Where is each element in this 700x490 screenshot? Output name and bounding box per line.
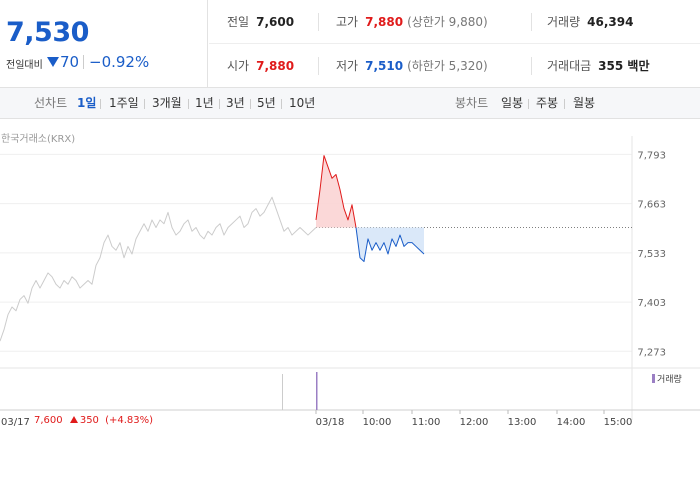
series-area-fill (316, 155, 356, 228)
tab-monthly[interactable]: 월봉 (573, 96, 596, 110)
volume-bar (282, 374, 283, 410)
tab-3y[interactable]: 3년 (226, 96, 245, 110)
divider (281, 99, 282, 109)
y-tick-label: 7,273 (637, 347, 666, 358)
divider (528, 99, 529, 109)
low-stat: 저가 7,510 (하한가 5,320) (336, 44, 488, 88)
quote-header: 7,530 전일대비 70 −0.92% 전일 7,600 고가 7,880 (상한가… (0, 0, 700, 88)
up-triangle-icon (69, 416, 78, 423)
prev-day-change-pct: (+4.83%) (105, 415, 154, 426)
x-tick-label: 15:00 (604, 417, 633, 428)
volume-stat: 거래량 46,394 (547, 0, 633, 44)
change-percent: −0.92% (89, 53, 150, 71)
period-tabs: 선차트 1일 1주일 3개월 1년 3년 5년 10년 봉차트 일봉 주봉 월봉 (0, 88, 700, 119)
tab-10y[interactable]: 10년 (289, 96, 316, 110)
open-value: 7,880 (256, 59, 295, 73)
prev-close-stat: 전일 7,600 (227, 0, 294, 44)
volume-legend-label: 거래량 (657, 375, 682, 385)
low-value: 7,510 (365, 59, 404, 73)
down-arrow-icon (47, 57, 59, 67)
divider (188, 99, 189, 109)
change-label: 전일대비 (6, 60, 43, 71)
prev-close-label: 전일 (227, 15, 250, 29)
stats-row-2: 시가 7,880 저가 7,510 (하한가 5,320) 거래대금 355 백만 (209, 44, 700, 88)
tab-1w[interactable]: 1주일 (109, 96, 139, 110)
divider (83, 55, 84, 69)
divider (531, 13, 532, 31)
tab-5y[interactable]: 5년 (257, 96, 276, 110)
x-tick-label: 14:00 (557, 417, 586, 428)
stats-row-1: 전일 7,600 고가 7,880 (상한가 9,880) 거래량 46,394 (209, 0, 700, 44)
prev-day-close: 7,600 (34, 415, 63, 426)
lower-limit: (하한가 5,320) (407, 59, 488, 73)
divider (250, 99, 251, 109)
series-line (0, 196, 317, 342)
divider (219, 99, 220, 109)
volume-swatch (652, 374, 655, 383)
tab-3m[interactable]: 3개월 (152, 96, 182, 110)
x-tick-label: 10:00 (363, 417, 392, 428)
series-line (315, 155, 357, 228)
upper-limit: (상한가 9,880) (407, 15, 488, 29)
divider (318, 57, 319, 75)
high-value: 7,880 (365, 15, 404, 29)
tab-1d[interactable]: 1일 (77, 96, 97, 110)
series-line (355, 227, 425, 263)
x-tick-label: 03/18 (316, 417, 345, 428)
y-tick-label: 7,663 (637, 200, 666, 211)
amount-stat: 거래대금 355 백만 (547, 44, 649, 88)
divider (100, 99, 101, 109)
prev-day-change: 350 (79, 415, 99, 426)
divider (564, 99, 565, 109)
change-value: 70 (60, 53, 80, 71)
chart-grid (0, 136, 700, 420)
volume-label: 거래량 (547, 15, 581, 29)
prev-day-info: 7,600 350 (+4.83%) (34, 415, 153, 426)
divider (318, 13, 319, 31)
low-label: 저가 (336, 59, 359, 73)
y-tick-label: 7,533 (637, 249, 666, 260)
price-chart: 7,793 7,663 7,533 7,403 7,273 03/17 03/18 10:0… (0, 136, 700, 428)
current-price: 7,530 (6, 17, 89, 48)
divider (531, 57, 532, 75)
y-tick-label: 7,793 (637, 150, 666, 161)
x-tick-label: 03/17 (1, 417, 30, 428)
tab-daily[interactable]: 일봉 (501, 96, 524, 110)
amount-value: 355 백만 (598, 59, 650, 73)
tab-1y[interactable]: 1년 (195, 96, 214, 110)
high-stat: 고가 7,880 (상한가 9,880) (336, 0, 488, 44)
quote-stats: 전일 7,600 고가 7,880 (상한가 9,880) 거래량 46,394 시가 7… (209, 0, 700, 88)
divider (144, 99, 145, 109)
open-stat: 시가 7,880 (227, 44, 294, 88)
exchange-label: 한국거래소(KRX) (1, 134, 76, 145)
volume-bar (316, 372, 318, 410)
prev-close-value: 7,600 (256, 15, 295, 29)
y-tick-label: 7,403 (637, 298, 666, 309)
volume-value: 46,394 (587, 15, 634, 29)
volume-bars (282, 372, 318, 410)
y-axis-labels: 7,793 7,663 7,533 7,403 7,273 (637, 150, 666, 358)
volume-legend: 거래량 (652, 372, 682, 385)
price-lines (0, 155, 425, 342)
x-tick-label: 11:00 (412, 417, 441, 428)
x-tick-label: 13:00 (508, 417, 537, 428)
amount-label: 거래대금 (547, 59, 592, 73)
open-label: 시가 (227, 59, 250, 73)
line-chart-label: 선차트 (34, 96, 68, 110)
x-axis-labels: 03/17 03/18 10:00 11:00 12:00 13:00 14:00 15:00 (1, 410, 632, 428)
x-tick-label: 12:00 (460, 417, 489, 428)
candle-chart-label: 봉차트 (455, 96, 489, 110)
high-label: 고가 (336, 15, 359, 29)
tab-weekly[interactable]: 주봉 (536, 96, 559, 110)
price-box: 7,530 전일대비 70 −0.92% (0, 0, 208, 88)
